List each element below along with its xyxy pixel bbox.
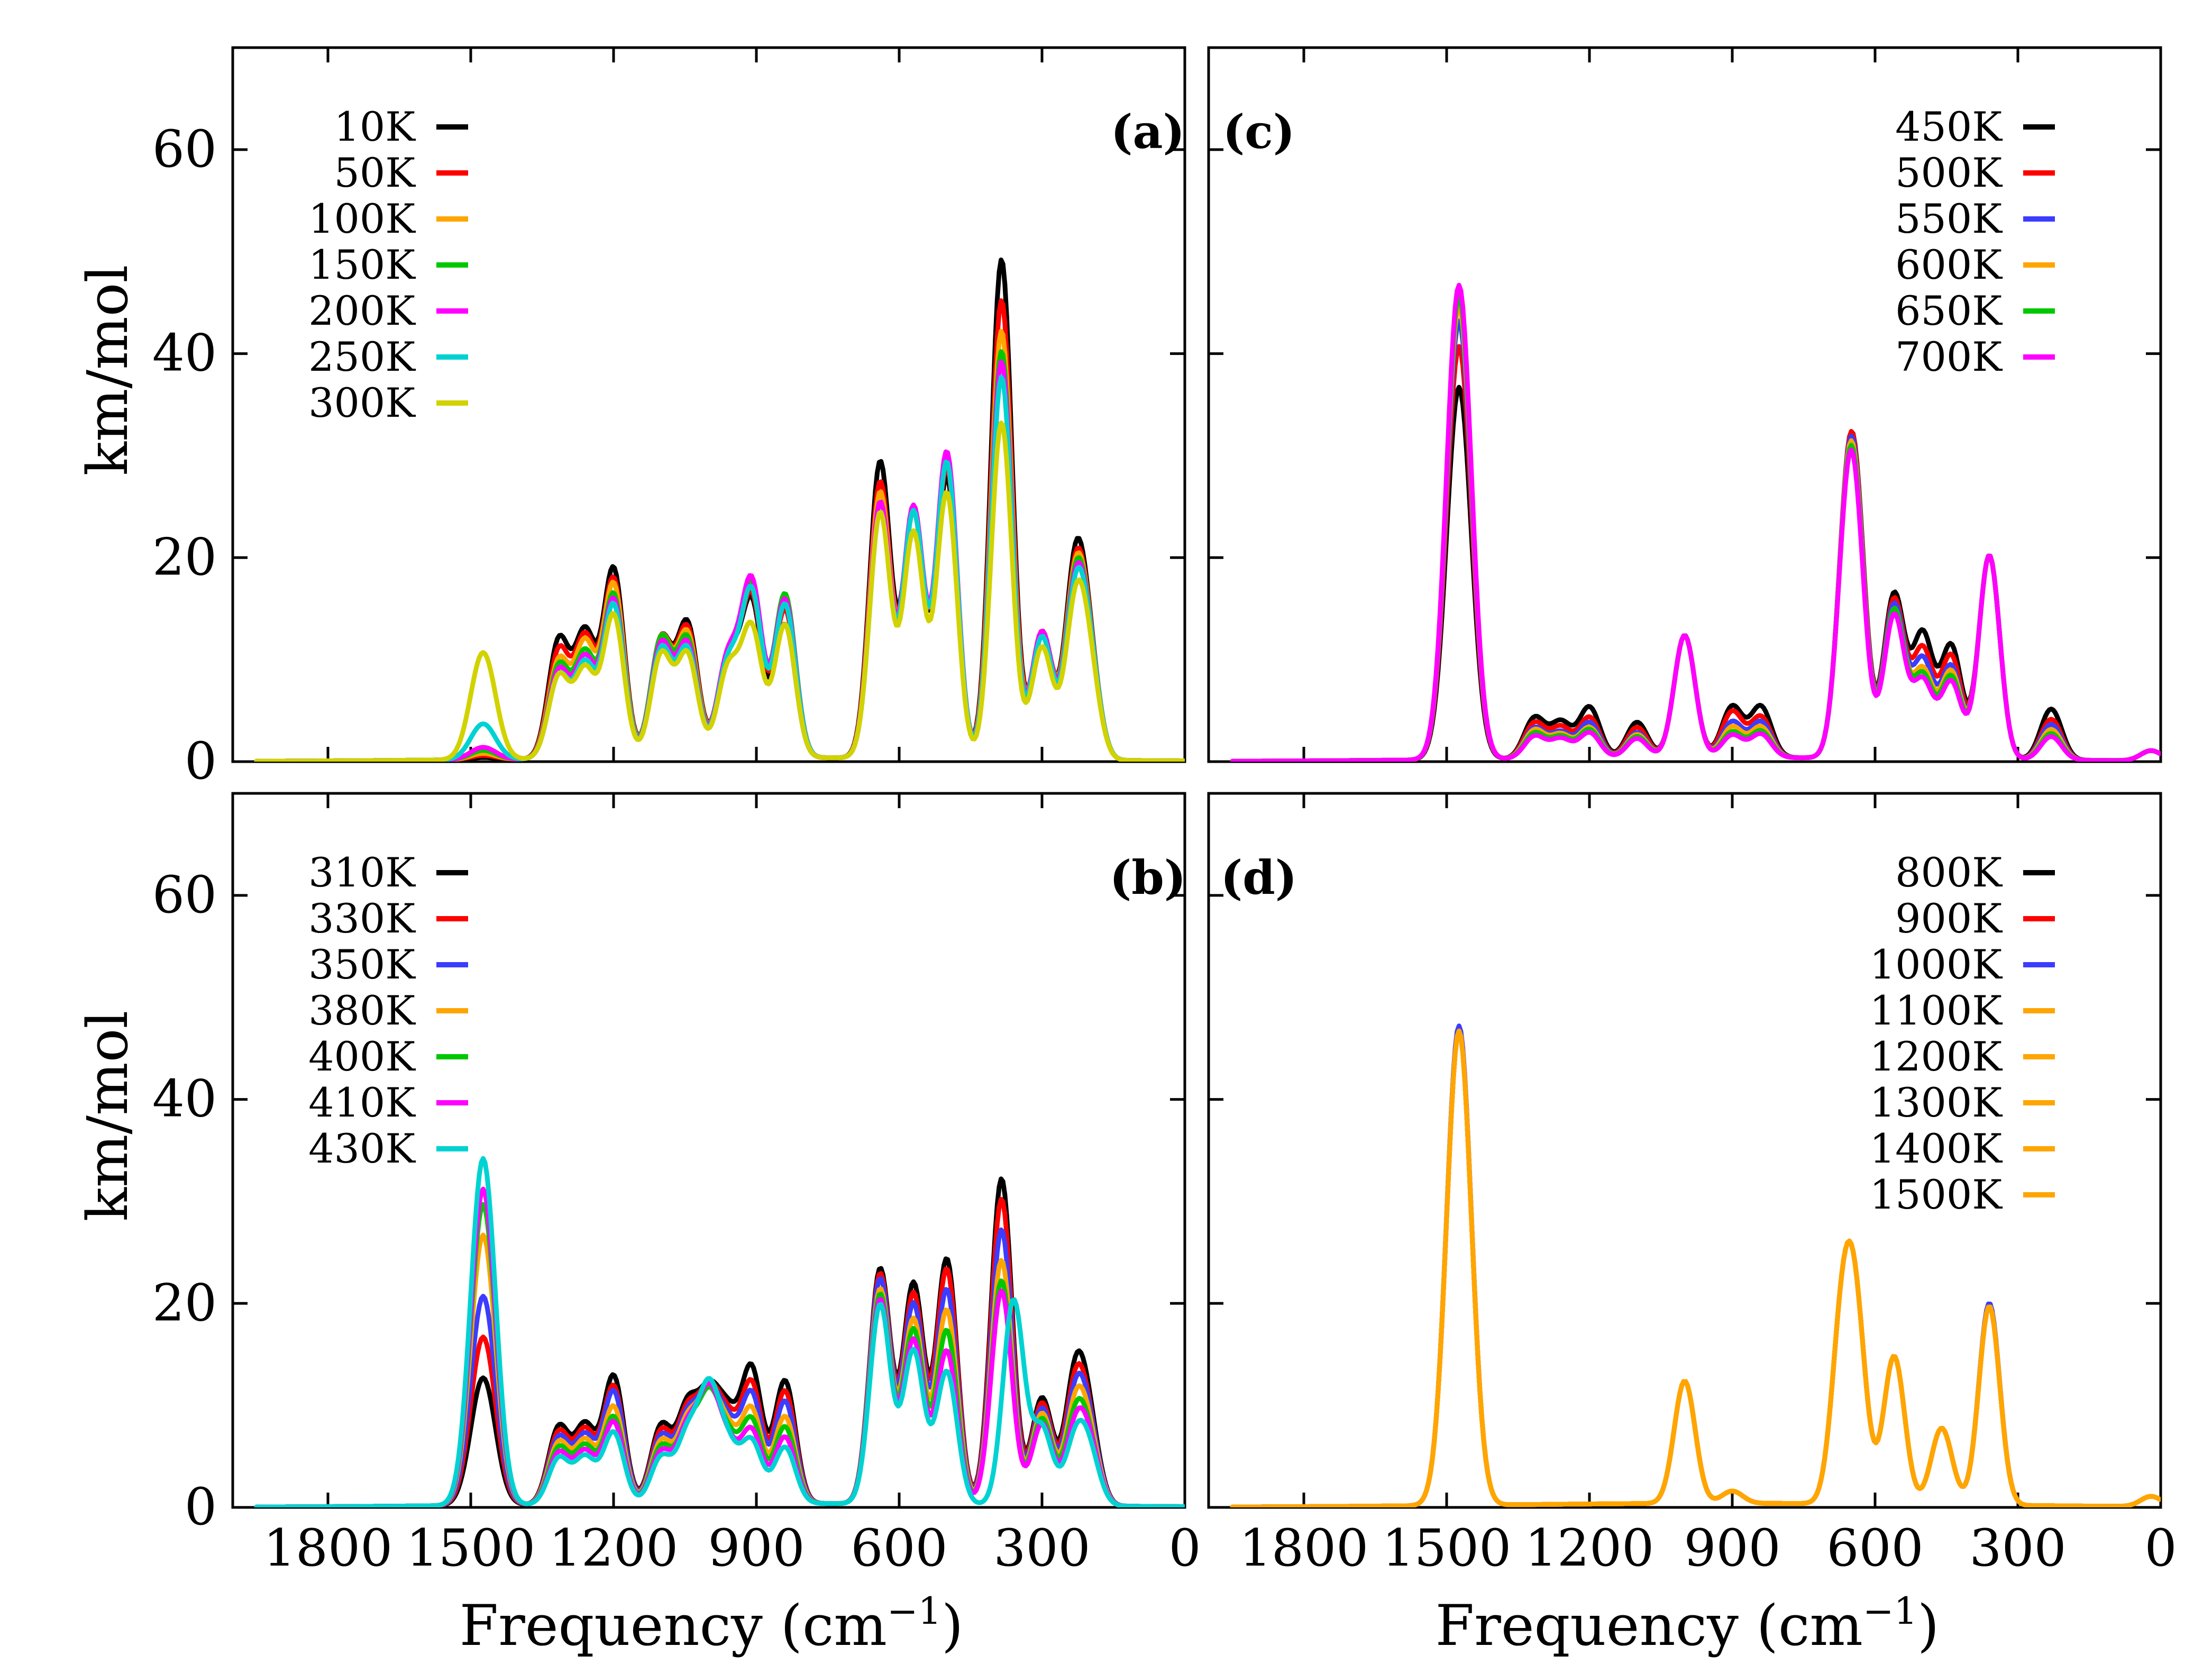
series-line-300K <box>254 420 1185 762</box>
legend-label: 450K <box>1895 103 2003 150</box>
x-axis-title-left: Frequency (cm−1) <box>460 1589 964 1658</box>
x-tick-label: 900 <box>708 1519 805 1578</box>
legend-label: 310K <box>308 849 416 896</box>
y-tick-label: 0 <box>185 1477 217 1536</box>
panel-label: (d) <box>1221 850 1297 905</box>
series-line-430K <box>254 1156 1185 1507</box>
x-axis-title-right-end: ) <box>1917 1593 1939 1658</box>
panel-label: (a) <box>1111 104 1185 159</box>
legend-label: 200K <box>308 287 416 334</box>
series-group <box>254 257 1185 762</box>
x-tick-label: 1200 <box>549 1519 678 1578</box>
plot-frame <box>1207 792 2162 1509</box>
x-tick-label: 1800 <box>263 1519 392 1578</box>
x-tick-label: 300 <box>993 1519 1090 1578</box>
panel-d: 1800 1500 1200 900 600 300 0 800K900K1000K1100K… <box>1207 792 2177 1578</box>
series-group <box>1230 1023 2161 1507</box>
series-line-1500K <box>1230 1028 2161 1507</box>
plot-frame <box>231 792 1186 1509</box>
series-group <box>254 1156 1185 1507</box>
x-tick-label: 300 <box>1969 1519 2066 1578</box>
x-tick-label: 1500 <box>1382 1519 1511 1578</box>
x-axis-title-right-main: Frequency (cm <box>1436 1593 1863 1658</box>
plot-frame <box>1207 46 2162 763</box>
legend-label: 300K <box>308 379 416 426</box>
legend-label: 1100K <box>1870 987 2003 1034</box>
legend-label: 1500K <box>1870 1171 2003 1218</box>
legend-label: 430K <box>308 1125 416 1172</box>
panel-label: (b) <box>1110 850 1186 905</box>
legend-label: 380K <box>308 987 416 1034</box>
legend-label: 1200K <box>1870 1033 2003 1080</box>
y-tick-label: 20 <box>152 1273 217 1332</box>
legend-label: 1300K <box>1870 1079 2003 1126</box>
panel-b: 1800 1500 1200 900 600 300 0 0 20 40 60 310K330K350… <box>152 792 1201 1578</box>
legend-label: 800K <box>1895 849 2003 896</box>
legend-label: 150K <box>308 241 416 288</box>
legend-label: 600K <box>1895 241 2003 288</box>
x-tick-label: 600 <box>851 1519 947 1578</box>
y-tick-label: 40 <box>152 324 217 383</box>
y-tick-label: 60 <box>152 865 217 925</box>
x-tick-label: 900 <box>1684 1519 1780 1578</box>
panel-label: (c) <box>1223 104 1295 159</box>
x-axis-title-right-sup: −1 <box>1863 1589 1917 1633</box>
y-tick-label: 40 <box>152 1069 217 1129</box>
series-group <box>1230 282 2161 762</box>
y-tick-label: 20 <box>152 527 217 587</box>
legend-label: 1000K <box>1870 941 2003 988</box>
legend-label: 10K <box>334 103 416 150</box>
legend-label: 410K <box>308 1079 416 1126</box>
legend-label: 650K <box>1895 287 2003 334</box>
y-tick-label: 60 <box>152 120 217 179</box>
legend-label: 350K <box>308 941 416 988</box>
y-axis-title-bottom: km/mol <box>75 1011 140 1222</box>
legend-label: 700K <box>1895 333 2003 380</box>
x-axis-title-left-end: ) <box>942 1593 963 1658</box>
legend-label: 900K <box>1895 895 2003 942</box>
legend-label: 100K <box>308 195 416 242</box>
legend-label: 250K <box>308 333 416 380</box>
y-tick-label: 0 <box>185 731 217 791</box>
x-axis-title-left-main: Frequency (cm <box>460 1593 887 1658</box>
plot-frame <box>231 46 1186 763</box>
y-axis-title-top: km/mol <box>75 265 140 476</box>
legend-label: 1400K <box>1870 1125 2003 1172</box>
x-axis-title-left-sup: −1 <box>887 1589 942 1633</box>
legend-label: 50K <box>334 149 416 196</box>
x-tick-label: 1200 <box>1525 1519 1654 1578</box>
x-tick-label: 1800 <box>1239 1519 1368 1578</box>
legend-label: 400K <box>308 1033 416 1080</box>
legend-label: 550K <box>1895 195 2003 242</box>
x-axis-title-right: Frequency (cm−1) <box>1436 1589 1940 1658</box>
x-tick-label: 1500 <box>406 1519 535 1578</box>
legend-label: 500K <box>1895 149 2003 196</box>
x-tick-label: 0 <box>2144 1519 2177 1578</box>
series-line-700K <box>1230 282 2161 762</box>
x-tick-label: 600 <box>1826 1519 1923 1578</box>
legend-label: 330K <box>308 895 416 942</box>
x-tick-label: 0 <box>1168 1519 1201 1578</box>
